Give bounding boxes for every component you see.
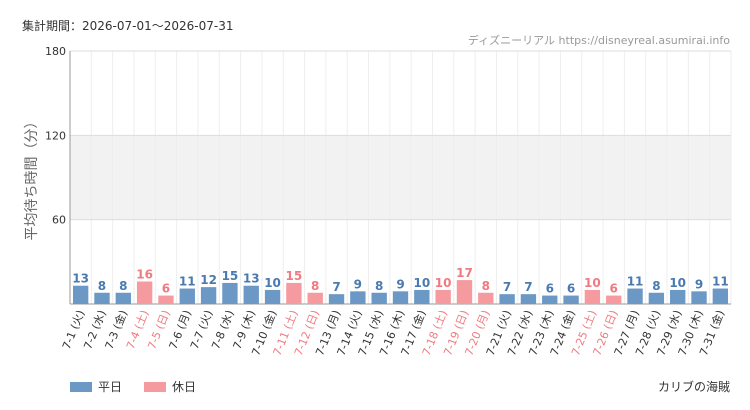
bar-value-label: 9 <box>396 277 404 291</box>
bar <box>179 288 195 304</box>
bar-value-label: 6 <box>610 282 618 296</box>
legend-holiday: 休日 <box>144 378 196 395</box>
bar-value-label: 6 <box>567 282 575 296</box>
bar-value-label: 10 <box>413 276 430 290</box>
bar-value-label: 11 <box>627 275 644 289</box>
bar <box>392 291 409 304</box>
bar <box>648 292 665 304</box>
bar-value-label: 8 <box>375 279 383 293</box>
legend-holiday-label: 休日 <box>172 380 197 394</box>
period-label: 集計期間：2026-07-01〜2026-07-31 <box>22 19 234 33</box>
bar <box>584 289 601 304</box>
bar <box>115 292 131 304</box>
bar-value-label: 7 <box>332 280 340 294</box>
bar <box>456 280 473 304</box>
bar <box>136 281 153 304</box>
legend-weekday-swatch <box>70 381 92 392</box>
bar <box>200 287 217 304</box>
bar <box>712 288 729 304</box>
bar <box>371 292 387 304</box>
bar-value-label: 11 <box>179 275 196 289</box>
bar-value-label: 10 <box>435 276 452 290</box>
bar <box>307 292 323 304</box>
site-credit: ディズニーリアル https://disneyreal.asumirai.inf… <box>467 34 730 47</box>
y-band <box>70 135 731 220</box>
bar <box>158 295 174 304</box>
legend: 平日 休日 <box>70 378 218 395</box>
bar <box>243 285 259 304</box>
bar <box>691 291 707 304</box>
bar-value-label: 9 <box>695 277 703 291</box>
bar <box>542 295 558 304</box>
bar-value-label: 16 <box>136 268 153 282</box>
bar-value-label: 15 <box>222 269 239 283</box>
bar <box>286 282 302 304</box>
bar-value-label: 8 <box>311 279 319 293</box>
bar-value-label: 6 <box>546 282 554 296</box>
y-tick-label: 120 <box>45 129 66 142</box>
bar <box>350 291 366 304</box>
bar <box>72 285 89 304</box>
bar <box>627 288 643 304</box>
bar <box>435 289 451 304</box>
bar-value-label: 12 <box>200 273 217 287</box>
bar <box>328 294 345 304</box>
bar-value-label: 10 <box>584 276 601 290</box>
bar-value-label: 11 <box>712 275 729 289</box>
y-tick-label: 180 <box>45 45 66 58</box>
bar <box>670 289 686 304</box>
bar <box>606 295 622 304</box>
y-tick-label: 60 <box>52 214 66 227</box>
bar-value-label: 8 <box>98 279 106 293</box>
bar <box>414 289 430 304</box>
bar <box>94 292 110 304</box>
bar-value-label: 15 <box>286 269 303 283</box>
bar-value-label: 10 <box>264 276 281 290</box>
bar-value-label: 7 <box>503 280 511 294</box>
bar-value-label: 8 <box>652 279 660 293</box>
bar-value-label: 13 <box>243 272 260 286</box>
bar <box>499 294 515 304</box>
bar <box>520 294 537 304</box>
bar-value-label: 7 <box>524 280 532 294</box>
bar <box>264 289 281 304</box>
legend-weekday-label: 平日 <box>98 380 123 394</box>
bar-value-label: 13 <box>72 272 89 286</box>
bar <box>563 295 579 304</box>
bar-value-label: 6 <box>162 282 170 296</box>
bar-value-label: 17 <box>456 266 473 280</box>
legend-weekday: 平日 <box>70 378 122 395</box>
attraction-name: カリブの海賊 <box>657 380 730 394</box>
y-axis-title: 平均待ち時間（分） <box>24 115 40 241</box>
legend-holiday-swatch <box>144 381 167 392</box>
bar-value-label: 8 <box>119 279 127 293</box>
bar <box>478 292 494 304</box>
bar-value-label: 9 <box>354 277 362 291</box>
bar <box>222 282 238 304</box>
bar-value-label: 8 <box>482 279 490 293</box>
bar-value-label: 10 <box>669 276 686 290</box>
